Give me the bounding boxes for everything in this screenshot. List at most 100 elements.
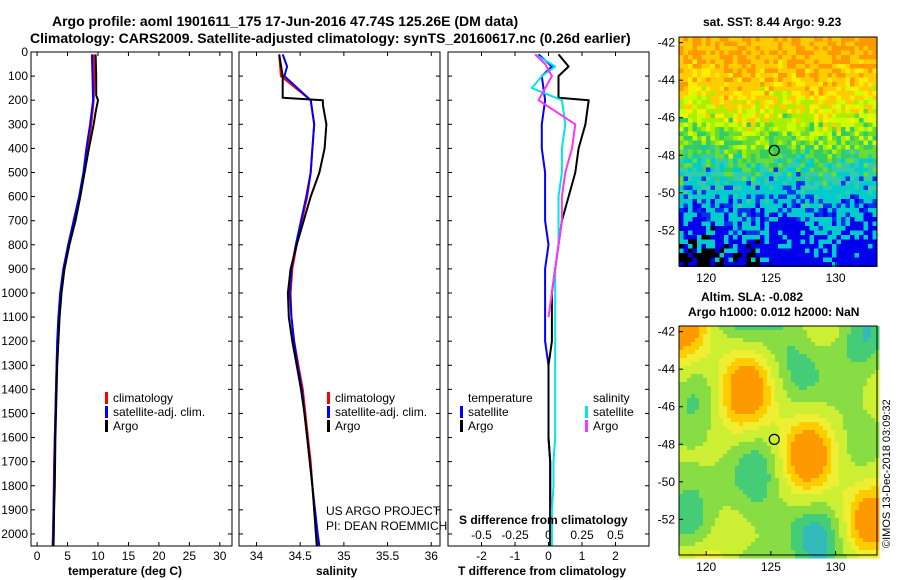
sla-cell [719, 498, 724, 503]
sla-cell [823, 450, 828, 455]
sst-cell [746, 37, 752, 42]
sst-cell [791, 154, 797, 159]
sst-cell [832, 221, 837, 227]
sst-cell [683, 100, 689, 105]
sst-cell [854, 59, 860, 65]
sst-cell [823, 91, 828, 96]
sla-cell [751, 498, 756, 503]
sla-cell [771, 434, 776, 439]
sst-cell [692, 77, 698, 83]
sla-cell [811, 370, 816, 375]
sst-cell [832, 109, 837, 114]
sla-cell [759, 438, 764, 443]
sst-cell [863, 95, 869, 101]
sla-cell [695, 422, 700, 427]
sla-cell [807, 410, 812, 415]
sst-cell [688, 86, 693, 92]
sst-cell [751, 257, 756, 263]
sla-cell [759, 466, 764, 471]
sst-cell [836, 122, 842, 128]
sla-cell [799, 482, 804, 487]
sla-cell [763, 446, 768, 451]
sst-cell [841, 253, 846, 258]
sla-cell [723, 342, 728, 347]
sst-cell [688, 257, 693, 263]
sla-cell [775, 402, 780, 407]
sst-cell [814, 122, 819, 128]
sla-cell [827, 510, 832, 515]
sst-cell [827, 86, 833, 92]
sst-cell [688, 41, 693, 47]
sla-cell [783, 394, 788, 399]
sst-cell [859, 262, 864, 267]
sla-cell [771, 502, 776, 507]
sla-cell [863, 418, 868, 423]
sla-cell [867, 398, 872, 403]
sst-cell [760, 109, 765, 114]
sst-cell [805, 190, 810, 195]
sla-cell [763, 450, 768, 455]
sst-cell [859, 113, 864, 119]
sla-cell [751, 330, 756, 335]
sst-cell [733, 73, 738, 78]
sla-cell [743, 506, 748, 511]
sla-cell [763, 394, 768, 399]
sst-cell [809, 64, 815, 69]
sst-cell [782, 149, 788, 155]
sst-cell [751, 113, 756, 119]
sla-cell [863, 394, 868, 399]
sla-cell [723, 394, 728, 399]
sst-cell [679, 100, 684, 105]
sla-cell [703, 378, 708, 383]
sst-cell [832, 248, 837, 254]
sla-cell [731, 370, 736, 375]
sst-cell [742, 199, 747, 204]
difference-xlabel: T difference from climatology [458, 564, 626, 578]
sst-cell [796, 244, 801, 249]
sla-cell [859, 446, 864, 451]
sla-cell [863, 350, 868, 355]
sst-cell [755, 194, 761, 200]
sla-cell [727, 402, 732, 407]
sst-cell [728, 212, 734, 218]
sla-cell [723, 486, 728, 491]
sla-cell [735, 450, 740, 455]
sla-cell [783, 426, 788, 431]
sla-cell [699, 402, 704, 407]
sla-cell [683, 450, 688, 455]
sst-cell [787, 190, 792, 195]
sla-cell [843, 426, 848, 431]
sla-cell [807, 418, 812, 423]
sst-cell [827, 163, 833, 168]
sst-cell [787, 253, 792, 258]
depth-tick-label: 1200 [1, 334, 28, 348]
sst-cell [823, 158, 828, 164]
sla-cell [783, 490, 788, 495]
sla-cell [735, 366, 740, 371]
sla-cell [723, 450, 728, 455]
sla-cell [863, 458, 868, 463]
sla-cell [731, 366, 736, 371]
sst-cell [832, 149, 837, 155]
sla-cell [735, 378, 740, 383]
sst-cell [809, 100, 815, 105]
sst-cell [791, 131, 797, 137]
sst-cell [809, 140, 815, 146]
sst-cell [701, 239, 707, 245]
sla-cell [727, 474, 732, 479]
sst-cell [751, 248, 756, 254]
sst-cell [710, 221, 716, 227]
sst-cell [773, 235, 779, 240]
sla-cell [707, 486, 712, 491]
sla-cell [779, 406, 784, 411]
sst-cell [796, 248, 801, 254]
sla-cell [811, 354, 816, 359]
sst-cell [800, 194, 806, 200]
sla-cell [683, 398, 688, 403]
sst-cell [773, 248, 779, 254]
sst-cell [818, 41, 824, 47]
sla-cell [703, 514, 708, 519]
sst-cell [751, 163, 756, 168]
sla-cell [779, 470, 784, 475]
sla-cell [799, 474, 804, 479]
